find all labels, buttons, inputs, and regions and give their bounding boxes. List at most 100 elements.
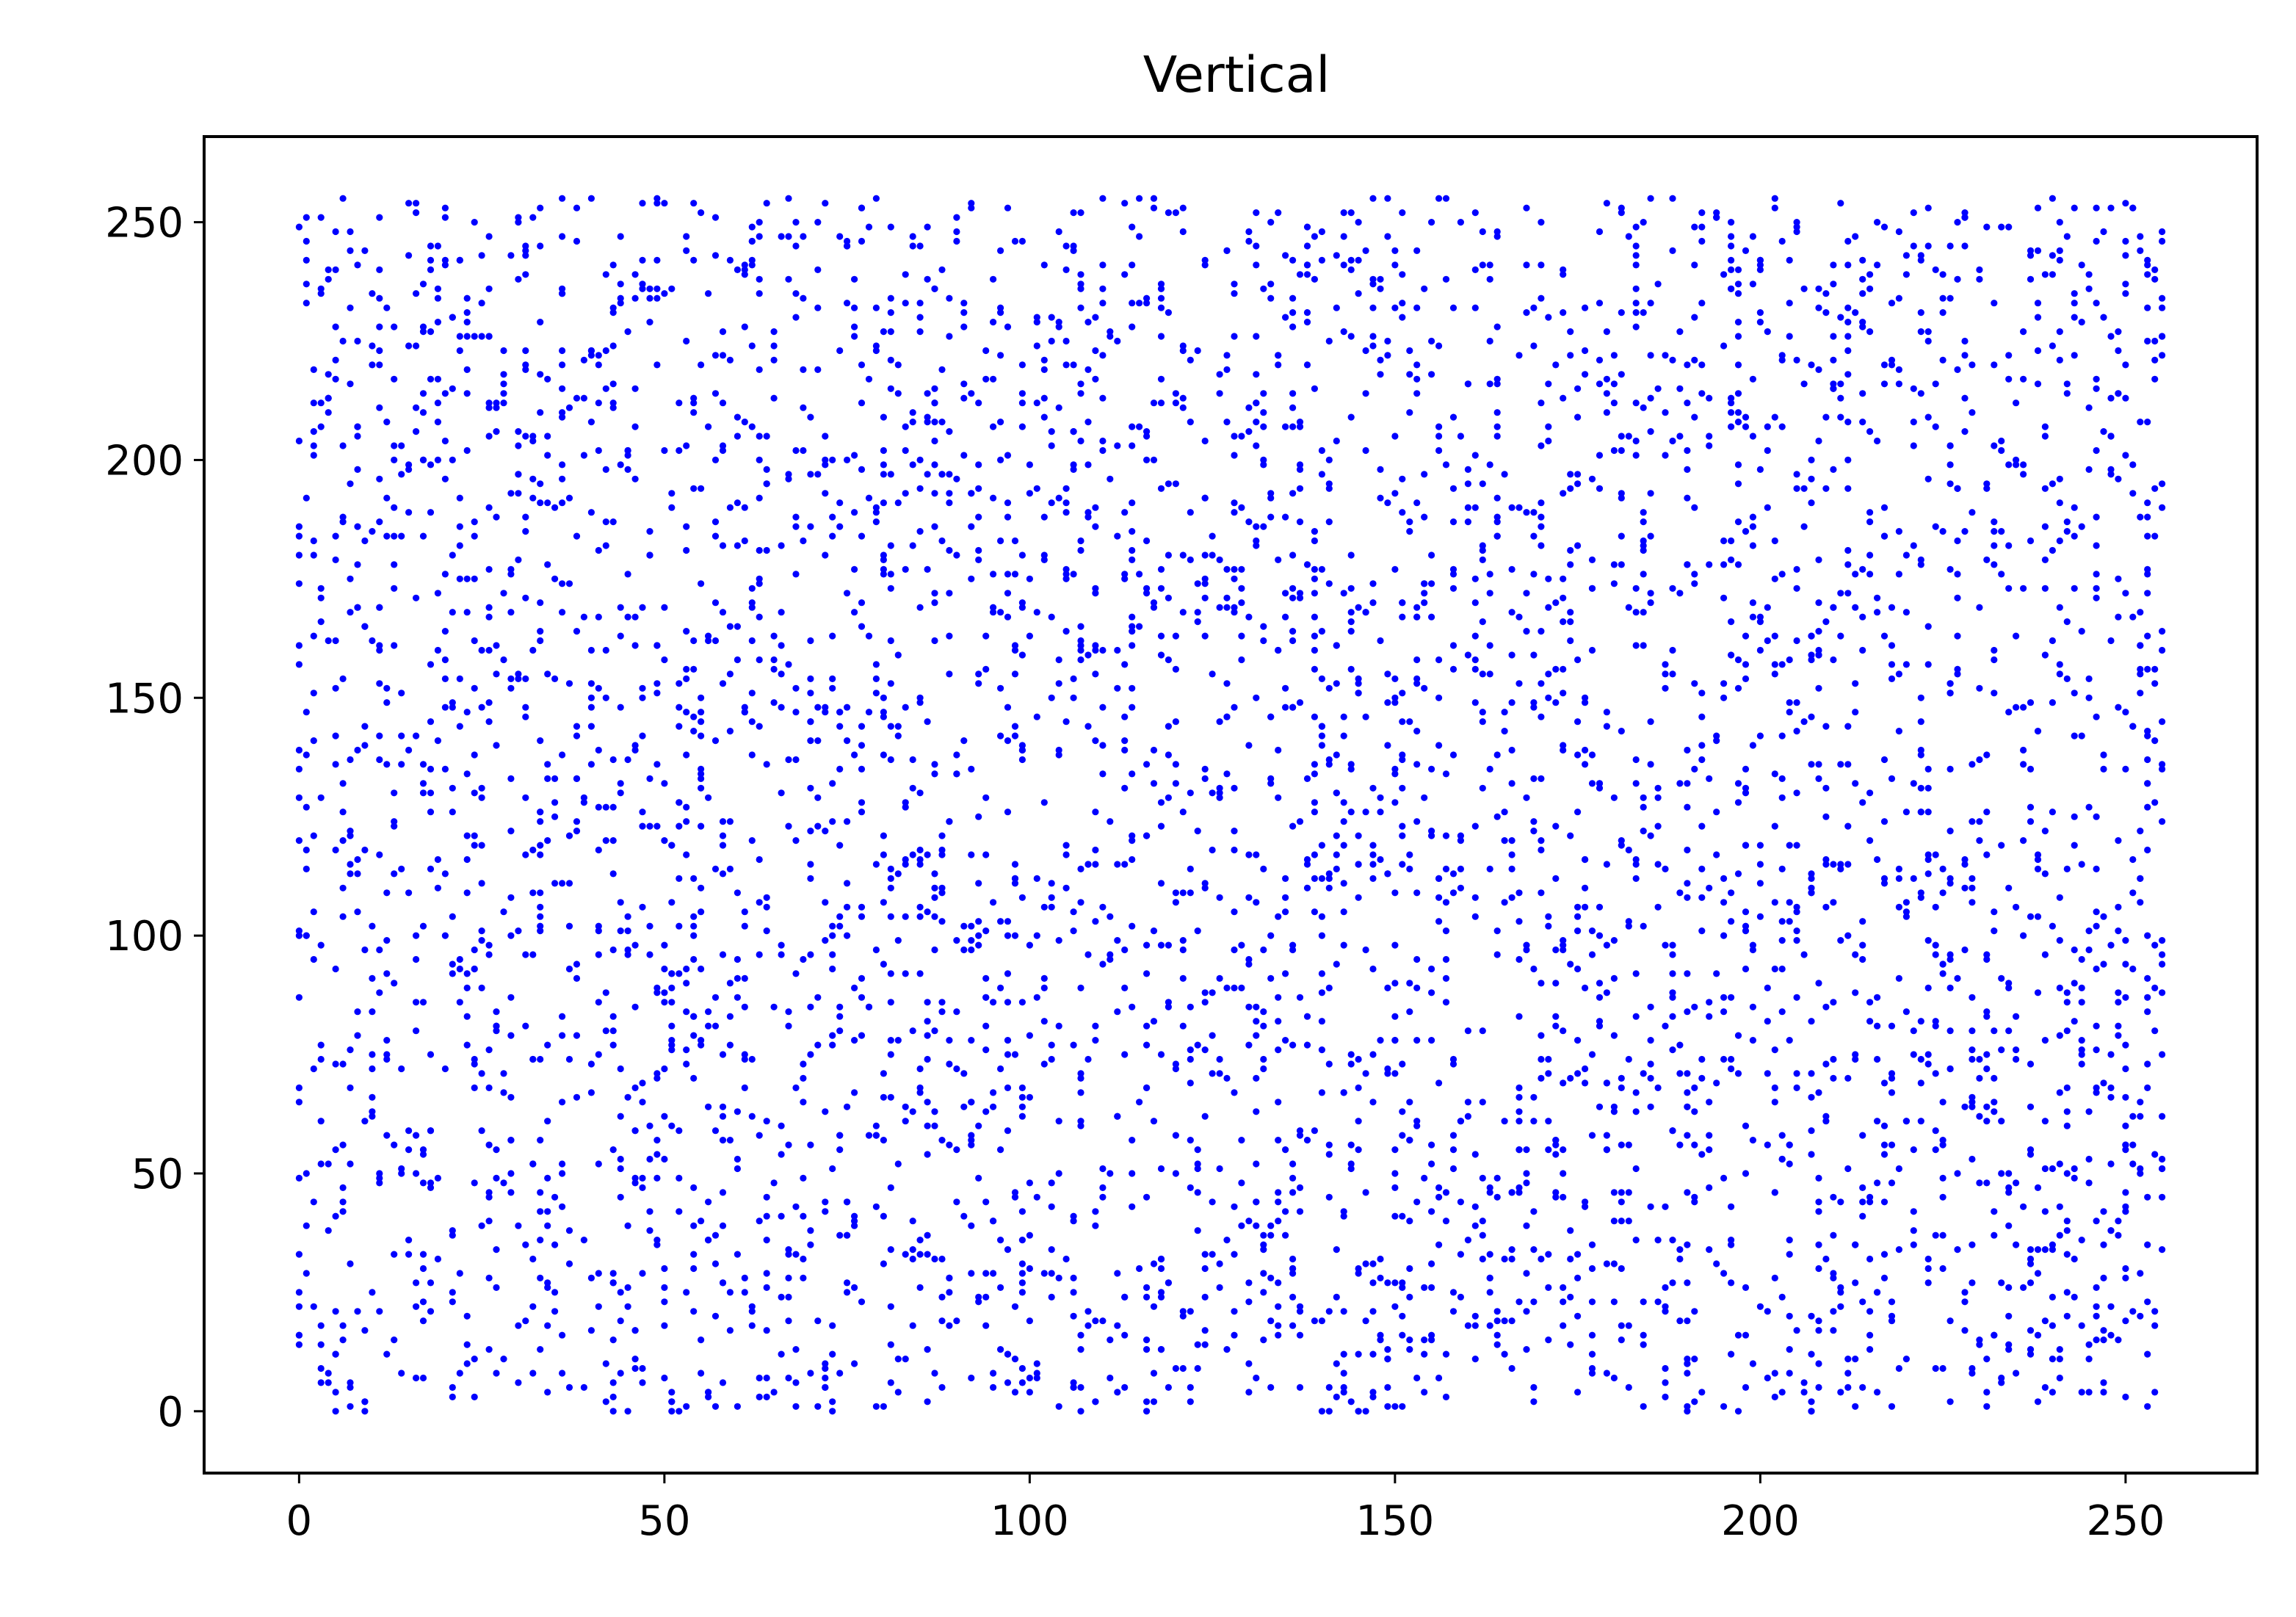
data-point: [1742, 927, 1750, 935]
data-point: [1369, 342, 1377, 350]
data-point: [946, 590, 953, 597]
data-point: [1018, 1103, 1026, 1110]
data-point: [1399, 1403, 1406, 1410]
data-point: [698, 775, 705, 782]
data-point: [1640, 309, 1647, 316]
data-point: [1778, 1008, 1786, 1016]
data-point: [295, 1084, 303, 1091]
data-point: [653, 200, 661, 207]
data-point: [1245, 1298, 1253, 1306]
data-point: [1582, 1065, 1589, 1073]
data-point: [785, 1008, 792, 1016]
data-point: [814, 219, 822, 226]
data-point: [1493, 1331, 1501, 1339]
data-point: [2151, 1027, 2159, 1035]
data-point: [1333, 789, 1340, 797]
data-point: [1742, 423, 1750, 430]
data-point: [1018, 756, 1026, 764]
data-point: [1129, 628, 1136, 635]
data-point: [1303, 561, 1311, 568]
data-point: [829, 780, 836, 787]
data-point: [1939, 970, 1946, 977]
data-point: [1384, 1346, 1391, 1353]
data-point: [1720, 1270, 1728, 1277]
data-point: [1830, 899, 1837, 906]
data-point: [1822, 1255, 1830, 1263]
data-point: [369, 342, 376, 350]
data-point: [1808, 499, 1815, 507]
data-point: [676, 703, 683, 711]
data-point: [1150, 1118, 1158, 1125]
data-point: [1464, 480, 1471, 488]
data-point: [354, 1032, 361, 1039]
data-point: [1231, 604, 1238, 611]
data-point: [507, 684, 515, 692]
data-point: [1070, 571, 1077, 578]
data-point: [1932, 851, 1939, 858]
data-point: [493, 670, 500, 678]
data-point: [1179, 1364, 1187, 1372]
data-point: [537, 409, 544, 416]
data-point: [1303, 319, 1311, 326]
data-point: [1771, 1084, 1778, 1091]
data-point: [741, 974, 748, 982]
data-point: [734, 542, 742, 549]
data-point: [332, 228, 339, 236]
data-point: [698, 965, 705, 973]
data-point: [1844, 561, 1852, 568]
data-point: [529, 1370, 537, 1377]
data-point: [1289, 423, 1297, 430]
data-point: [515, 214, 522, 221]
data-point: [1150, 399, 1158, 407]
data-point: [1698, 713, 1706, 720]
data-point: [1040, 366, 1048, 373]
data-point: [711, 456, 720, 464]
data-point: [1771, 1370, 1778, 1377]
data-point: [1143, 1293, 1151, 1301]
data-point: [807, 471, 814, 478]
data-point: [756, 366, 763, 373]
data-point: [1070, 1218, 1077, 1225]
data-point: [1201, 1293, 1209, 1301]
data-point: [836, 499, 844, 507]
data-point: [1742, 1122, 1750, 1129]
data-point: [1435, 1079, 1443, 1087]
data-point: [1209, 670, 1216, 678]
data-point: [741, 1051, 748, 1058]
data-point: [434, 399, 442, 407]
data-point: [1172, 1060, 1179, 1068]
data-point: [1545, 1146, 1552, 1154]
data-point: [844, 1279, 851, 1287]
data-point: [1545, 1070, 1552, 1077]
data-point: [2071, 290, 2078, 297]
data-point: [1734, 656, 1742, 664]
data-point: [1048, 428, 1055, 435]
data-point: [931, 590, 938, 597]
data-point: [1706, 1246, 1713, 1254]
data-point: [1545, 1336, 1552, 1344]
data-point: [719, 1051, 727, 1058]
data-point: [668, 842, 676, 849]
data-point: [1187, 509, 1194, 516]
data-point: [1311, 799, 1318, 806]
data-point: [398, 761, 405, 768]
data-point: [1055, 1170, 1062, 1177]
data-point: [1449, 413, 1457, 421]
data-point: [1384, 870, 1391, 878]
data-point: [1749, 513, 1756, 521]
data-point: [1077, 537, 1084, 545]
data-point: [1369, 1260, 1377, 1267]
data-point: [1129, 499, 1136, 507]
data-point: [1946, 242, 1954, 250]
data-point: [1946, 765, 1954, 773]
data-point: [1216, 1055, 1223, 1063]
data-point: [1574, 913, 1582, 920]
data-point: [1567, 609, 1574, 616]
data-point: [1201, 1265, 1209, 1273]
data-point: [1946, 828, 1954, 835]
data-point: [1493, 433, 1501, 440]
data-point: [756, 219, 763, 226]
data-point: [1552, 875, 1560, 882]
data-point: [1815, 285, 1822, 292]
data-point: [661, 1065, 668, 1073]
